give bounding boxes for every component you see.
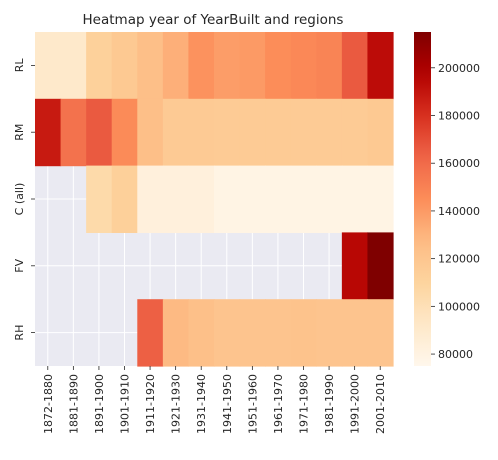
heatmap-cell (35, 32, 62, 100)
x-tick-label: 1951-1960 (246, 374, 259, 434)
heatmap-cell (265, 98, 292, 167)
heatmap-cell (316, 299, 343, 367)
x-tick-label: 1901-1910 (119, 374, 132, 434)
heatmap-cell (341, 98, 369, 167)
heatmap-cell (239, 165, 266, 233)
heatmap-cell (214, 165, 241, 233)
x-tick-label: 1881-1890 (67, 374, 80, 434)
x-tick-label: 1921-1930 (170, 374, 183, 434)
heatmap-cell (162, 165, 190, 233)
heatmap-cell (86, 32, 113, 100)
heatmap-cell (265, 299, 292, 367)
heatmap-cell (111, 165, 138, 233)
heatmap-cell (367, 32, 394, 100)
heatmap-cell (162, 32, 190, 100)
heatmap-cell (35, 98, 62, 167)
chart-title: Heatmap year of YearBuilt and regions (83, 12, 344, 28)
heatmap-cell (188, 32, 215, 100)
heatmap-cell (316, 98, 343, 167)
heatmap-cell (239, 98, 266, 167)
y-tick-label: RM (13, 124, 26, 141)
heatmap-cell (316, 165, 343, 233)
y-axis-ticks: RL RM C (all) FV RH (13, 58, 35, 341)
heatmap-cell (265, 32, 292, 100)
colorbar-tick-label: 200000 (438, 62, 480, 75)
heatmap-cell (137, 299, 164, 367)
heatmap-cell (367, 299, 394, 367)
colorbar-tick-label: 160000 (438, 157, 480, 170)
y-tick-label: C (all) (13, 183, 26, 216)
heatmap-cell (137, 98, 164, 167)
heatmap-cell (341, 232, 369, 300)
colorbar-tick-label: 120000 (438, 253, 480, 266)
heatmap-cell (341, 299, 369, 367)
x-tick-label: 1971-1980 (298, 374, 311, 434)
heatmap-cell (214, 32, 241, 100)
x-tick-label: 1991-2000 (349, 374, 362, 434)
heatmap-cell (341, 32, 369, 100)
colorbar (414, 32, 431, 366)
heatmap-cell (111, 32, 138, 100)
heatmap-cell (367, 165, 394, 233)
heatmap-cell (60, 98, 87, 167)
colorbar-tick-label: 140000 (438, 205, 480, 218)
heatmap-cell (290, 32, 317, 100)
heatmap-cell (239, 32, 266, 100)
heatmap-cell (214, 299, 241, 367)
x-tick-label: 2001-2010 (374, 374, 387, 434)
heatmap-cell (137, 165, 164, 233)
x-tick-label: 1961-1970 (272, 374, 285, 434)
heatmap-cell (290, 98, 317, 167)
heatmap-cell (214, 98, 241, 167)
heatmap-cell (367, 98, 394, 167)
heatmap-cell (188, 299, 215, 367)
x-axis-ticks: 1872-1880 1881-1890 1891-1900 1901-1910 1911… (42, 366, 387, 434)
x-tick-label: 1981-1990 (323, 374, 336, 434)
heatmap-cell (111, 98, 138, 167)
x-tick-label: 1941-1950 (221, 374, 234, 434)
y-tick-label: FV (13, 258, 26, 272)
heatmap-cell (316, 32, 343, 100)
x-tick-label: 1872-1880 (42, 374, 55, 434)
heatmap-cell (86, 98, 113, 167)
heatmap-cell (239, 299, 266, 367)
heatmap-cell (367, 232, 394, 300)
heatmap-cell (290, 299, 317, 367)
y-tick-label: RH (13, 325, 26, 341)
colorbar-ticks: 80000 100000 120000 140000 160000 180000 20000… (431, 62, 480, 361)
heatmap-cell (162, 299, 190, 367)
colorbar-tick-label: 80000 (438, 348, 473, 361)
colorbar-tick-label: 180000 (438, 110, 480, 123)
heatmap-cell (188, 165, 215, 233)
heatmap-cell (290, 165, 317, 233)
heatmap-cell (188, 98, 215, 167)
heatmap-cell (341, 165, 369, 233)
heatmap-cell (60, 32, 87, 100)
heatmap-cell (162, 98, 190, 167)
heatmap-cell (265, 165, 292, 233)
colorbar-tick-label: 100000 (438, 300, 480, 313)
x-tick-label: 1911-1920 (144, 374, 157, 434)
x-tick-label: 1891-1900 (93, 374, 106, 434)
heatmap-cells (35, 32, 394, 367)
x-tick-label: 1931-1940 (195, 374, 208, 434)
heatmap-cell (86, 165, 113, 233)
y-tick-label: RL (13, 58, 26, 73)
heatmap-cell (137, 32, 164, 100)
